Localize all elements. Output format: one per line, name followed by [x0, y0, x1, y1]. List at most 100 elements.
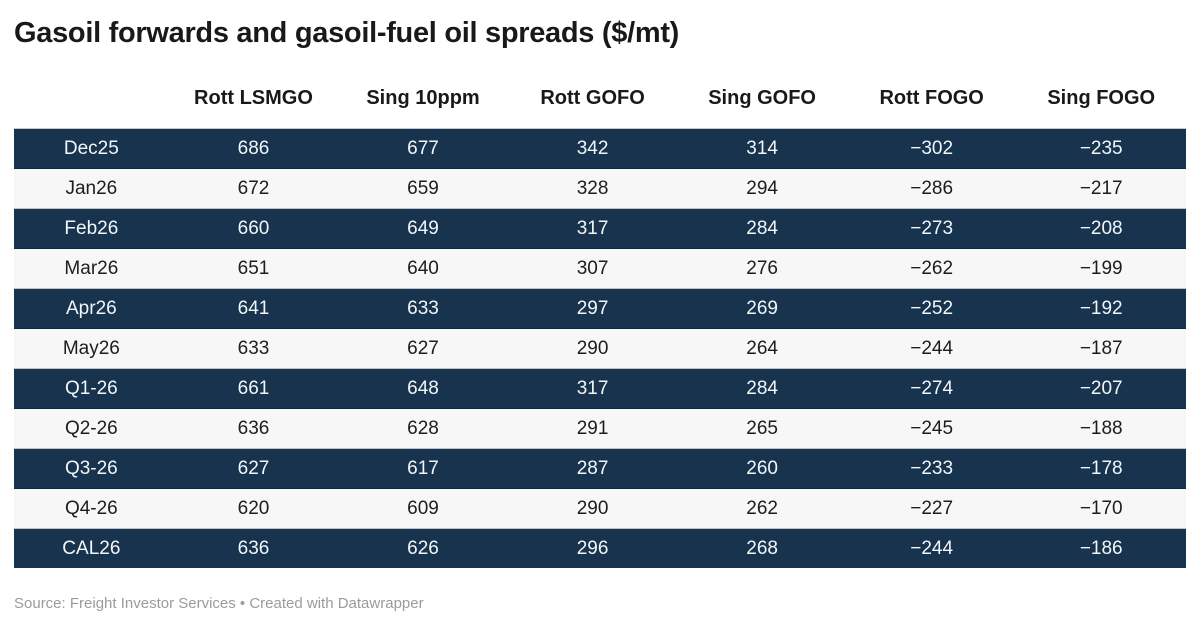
- column-header-sing-fogo: Sing FOGO: [1047, 87, 1156, 109]
- cell-value: 636: [237, 418, 270, 439]
- row-label: CAL26: [62, 538, 121, 559]
- cell-value: 317: [576, 378, 609, 399]
- table-body: Dec25 686 677 342 314 −302 −235 Jan26 672 659 328 2…: [14, 128, 1186, 568]
- column-header-rott-gofo: Rott GOFO: [540, 87, 645, 109]
- cell-value: 265: [746, 418, 778, 439]
- cell-value: 307: [576, 258, 609, 279]
- cell-value: 284: [746, 378, 778, 399]
- column-header-sing-gofo: Sing GOFO: [708, 87, 816, 109]
- cell-value: 659: [407, 178, 439, 199]
- cell-value: 672: [237, 178, 270, 199]
- row-label: May26: [62, 338, 120, 359]
- table-row: CAL26 636 626 296 268 −244 −186: [14, 528, 1186, 568]
- row-label: Q1-26: [64, 378, 118, 399]
- cell-value: −286: [910, 178, 954, 199]
- column-header-rott-fogo: Rott FOGO: [879, 87, 984, 109]
- cell-value: 284: [746, 218, 778, 239]
- table-header-row: Rott LSMGO Sing 10ppm Rott GOFO Sing GOF…: [14, 86, 1186, 129]
- table-row: Q2-26 636 628 291 265 −245 −188: [14, 408, 1186, 449]
- cell-value: 649: [407, 218, 439, 239]
- cell-value: 609: [407, 498, 439, 519]
- table-row: Q1-26 661 648 317 284 −274 −207: [14, 368, 1186, 409]
- row-label: Feb26: [64, 218, 119, 239]
- row-label: Q3-26: [64, 458, 118, 479]
- table-row: Apr26 641 633 297 269 −252 −192: [14, 288, 1186, 329]
- cell-value: 633: [407, 298, 439, 319]
- cell-value: −235: [1079, 138, 1123, 159]
- cell-value: 660: [237, 218, 270, 239]
- cell-value: −192: [1079, 298, 1123, 319]
- cell-value: 328: [576, 178, 609, 199]
- table-row: Dec25 686 677 342 314 −302 −235: [14, 128, 1186, 169]
- page-title: Gasoil forwards and gasoil-fuel oil spre…: [14, 17, 680, 49]
- cell-value: −187: [1079, 338, 1123, 359]
- cell-value: 296: [576, 538, 609, 559]
- cell-value: 627: [237, 458, 270, 479]
- cell-value: 290: [576, 498, 609, 519]
- cell-value: −207: [1079, 378, 1123, 399]
- cell-value: 617: [407, 458, 439, 479]
- column-header-sing-10ppm: Sing 10ppm: [366, 87, 480, 109]
- cell-value: −170: [1079, 498, 1123, 519]
- table-row: May26 633 627 290 264 −244 −187: [14, 328, 1186, 369]
- column-header-rott-lsmgo: Rott LSMGO: [194, 87, 313, 109]
- cell-value: 627: [407, 338, 439, 359]
- cell-value: −178: [1079, 458, 1123, 479]
- cell-value: 297: [576, 298, 609, 319]
- cell-value: −245: [910, 418, 954, 439]
- row-label: Apr26: [66, 298, 117, 319]
- cell-value: −262: [910, 258, 954, 279]
- cell-value: −273: [910, 218, 954, 239]
- cell-value: 264: [746, 338, 778, 359]
- cell-value: 314: [746, 138, 778, 159]
- cell-value: −208: [1079, 218, 1123, 239]
- table-row: Feb26 660 649 317 284 −273 −208: [14, 208, 1186, 249]
- table-row: Q3-26 627 617 287 260 −233 −178: [14, 448, 1186, 489]
- cell-value: −252: [910, 298, 954, 319]
- cell-value: −217: [1079, 178, 1123, 199]
- cell-value: 294: [746, 178, 778, 199]
- cell-value: 640: [407, 258, 439, 279]
- cell-value: −244: [910, 538, 954, 559]
- cell-value: −188: [1079, 418, 1123, 439]
- cell-value: 633: [237, 338, 270, 359]
- cell-value: 628: [407, 418, 439, 439]
- cell-value: 620: [237, 498, 270, 519]
- cell-value: 342: [576, 138, 609, 159]
- cell-value: −233: [910, 458, 954, 479]
- row-label: Jan26: [65, 178, 118, 199]
- cell-value: −302: [910, 138, 954, 159]
- cell-value: 661: [237, 378, 270, 399]
- cell-value: −186: [1079, 538, 1123, 559]
- cell-value: −274: [910, 378, 954, 399]
- table-row: Jan26 672 659 328 294 −286 −217: [14, 168, 1186, 209]
- row-label: Q4-26: [64, 498, 118, 519]
- cell-value: 276: [746, 258, 778, 279]
- cell-value: 626: [407, 538, 439, 559]
- cell-value: 651: [237, 258, 270, 279]
- cell-value: 291: [576, 418, 609, 439]
- cell-value: −199: [1079, 258, 1123, 279]
- source-attribution: Source: Freight Investor Services • Crea…: [14, 595, 424, 612]
- row-label: Mar26: [64, 258, 119, 279]
- cell-value: 317: [576, 218, 609, 239]
- cell-value: 260: [746, 458, 778, 479]
- cell-value: −227: [910, 498, 954, 519]
- cell-value: 636: [237, 538, 270, 559]
- cell-value: 269: [746, 298, 778, 319]
- column-header-blank: [14, 86, 169, 129]
- cell-value: −244: [910, 338, 954, 359]
- cell-value: 268: [746, 538, 778, 559]
- cell-value: 686: [237, 138, 270, 159]
- table-row: Mar26 651 640 307 276 −262 −199: [14, 248, 1186, 289]
- cell-value: 290: [576, 338, 609, 359]
- row-label: Dec25: [63, 138, 119, 159]
- cell-value: 677: [407, 138, 439, 159]
- gasoil-forwards-table: Rott LSMGO Sing 10ppm Rott GOFO Sing GOF…: [14, 86, 1186, 568]
- cell-value: 641: [237, 298, 270, 319]
- table-header: Rott LSMGO Sing 10ppm Rott GOFO Sing GOF…: [14, 86, 1186, 129]
- cell-value: 262: [746, 498, 778, 519]
- cell-value: 287: [576, 458, 609, 479]
- row-label: Q2-26: [64, 418, 118, 439]
